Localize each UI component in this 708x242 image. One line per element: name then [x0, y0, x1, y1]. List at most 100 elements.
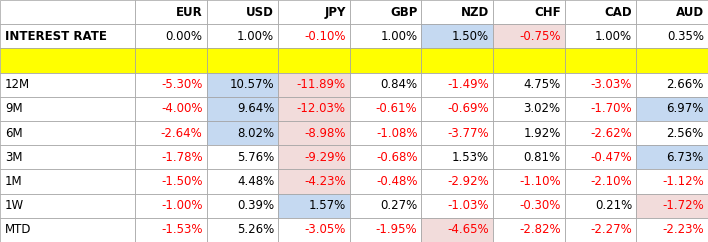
Text: -2.62%: -2.62%: [590, 127, 632, 140]
Bar: [564, 73, 636, 97]
Bar: [350, 145, 421, 169]
Text: -3.03%: -3.03%: [590, 78, 632, 91]
Text: JPY: JPY: [324, 6, 346, 19]
Bar: [0, 73, 135, 97]
Bar: [564, 218, 636, 242]
Bar: [421, 24, 493, 48]
Bar: [0, 48, 135, 73]
Text: 0.21%: 0.21%: [595, 199, 632, 212]
Bar: [350, 194, 421, 218]
Text: 1.50%: 1.50%: [452, 30, 489, 43]
Text: 2.66%: 2.66%: [666, 78, 704, 91]
Bar: [135, 0, 207, 24]
Bar: [636, 169, 708, 194]
Bar: [0, 218, 135, 242]
Bar: [350, 169, 421, 194]
Text: 3M: 3M: [5, 151, 23, 164]
Bar: [493, 218, 564, 242]
Text: -0.47%: -0.47%: [590, 151, 632, 164]
Text: 6.73%: 6.73%: [666, 151, 704, 164]
Text: -2.10%: -2.10%: [590, 175, 632, 188]
Bar: [636, 121, 708, 145]
Bar: [207, 218, 278, 242]
Bar: [636, 24, 708, 48]
Text: -4.23%: -4.23%: [304, 175, 346, 188]
Text: 0.27%: 0.27%: [380, 199, 418, 212]
Text: GBP: GBP: [390, 6, 418, 19]
Text: 0.81%: 0.81%: [523, 151, 561, 164]
Bar: [278, 24, 350, 48]
Text: -0.10%: -0.10%: [304, 30, 346, 43]
Bar: [421, 97, 493, 121]
Bar: [207, 48, 278, 73]
Bar: [278, 73, 350, 97]
Bar: [493, 121, 564, 145]
Text: 9M: 9M: [5, 102, 23, 115]
Text: -8.98%: -8.98%: [304, 127, 346, 140]
Text: -3.05%: -3.05%: [304, 223, 346, 236]
Text: -0.75%: -0.75%: [519, 30, 561, 43]
Text: 9.64%: 9.64%: [236, 102, 274, 115]
Text: -1.03%: -1.03%: [447, 199, 489, 212]
Bar: [278, 218, 350, 242]
Text: -1.10%: -1.10%: [519, 175, 561, 188]
Bar: [135, 97, 207, 121]
Text: AUD: AUD: [675, 6, 704, 19]
Text: -9.29%: -9.29%: [304, 151, 346, 164]
Bar: [135, 121, 207, 145]
Text: CAD: CAD: [605, 6, 632, 19]
Bar: [493, 0, 564, 24]
Text: 1W: 1W: [5, 199, 24, 212]
Bar: [564, 48, 636, 73]
Bar: [278, 0, 350, 24]
Bar: [421, 73, 493, 97]
Text: -2.23%: -2.23%: [662, 223, 704, 236]
Bar: [636, 218, 708, 242]
Text: 0.00%: 0.00%: [166, 30, 202, 43]
Bar: [493, 48, 564, 73]
Bar: [636, 73, 708, 97]
Text: 8.02%: 8.02%: [237, 127, 274, 140]
Text: -5.30%: -5.30%: [161, 78, 202, 91]
Bar: [636, 97, 708, 121]
Bar: [493, 73, 564, 97]
Bar: [350, 97, 421, 121]
Bar: [135, 169, 207, 194]
Text: -1.50%: -1.50%: [161, 175, 202, 188]
Bar: [0, 169, 135, 194]
Text: -0.30%: -0.30%: [519, 199, 561, 212]
Bar: [564, 24, 636, 48]
Bar: [0, 0, 135, 24]
Bar: [207, 121, 278, 145]
Text: 10.57%: 10.57%: [229, 78, 274, 91]
Text: 1M: 1M: [5, 175, 23, 188]
Text: -4.65%: -4.65%: [447, 223, 489, 236]
Text: NZD: NZD: [461, 6, 489, 19]
Text: -1.72%: -1.72%: [662, 199, 704, 212]
Bar: [493, 145, 564, 169]
Bar: [207, 0, 278, 24]
Bar: [207, 194, 278, 218]
Text: CHF: CHF: [534, 6, 561, 19]
Bar: [636, 0, 708, 24]
Text: 12M: 12M: [5, 78, 30, 91]
Text: 1.00%: 1.00%: [595, 30, 632, 43]
Text: -1.08%: -1.08%: [376, 127, 418, 140]
Text: 3.02%: 3.02%: [523, 102, 561, 115]
Bar: [636, 48, 708, 73]
Bar: [135, 218, 207, 242]
Text: 1.53%: 1.53%: [452, 151, 489, 164]
Text: 4.75%: 4.75%: [523, 78, 561, 91]
Bar: [493, 97, 564, 121]
Bar: [636, 194, 708, 218]
Text: -1.78%: -1.78%: [161, 151, 202, 164]
Text: 0.84%: 0.84%: [380, 78, 418, 91]
Text: -1.95%: -1.95%: [376, 223, 418, 236]
Bar: [135, 24, 207, 48]
Text: INTEREST RATE: INTEREST RATE: [5, 30, 107, 43]
Text: 1.00%: 1.00%: [237, 30, 274, 43]
Text: 6.97%: 6.97%: [666, 102, 704, 115]
Text: 5.26%: 5.26%: [237, 223, 274, 236]
Bar: [564, 194, 636, 218]
Text: 5.76%: 5.76%: [237, 151, 274, 164]
